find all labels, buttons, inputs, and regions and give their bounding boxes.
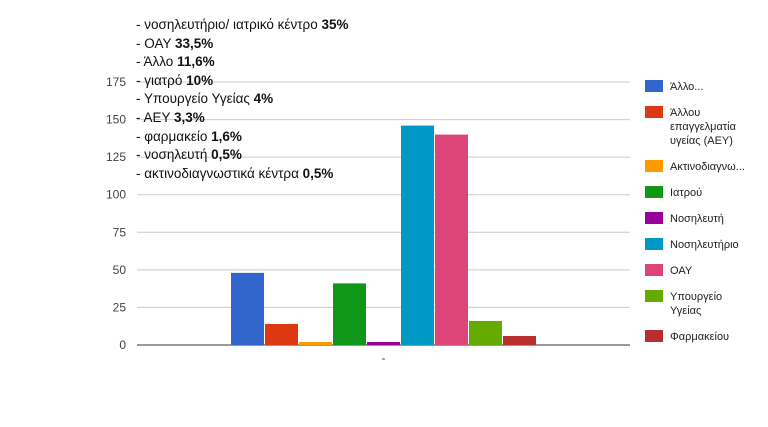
legend-item: Άλλου επαγγελματία υγείας (ΑΕΥ)	[645, 106, 737, 147]
annotation-item: - νοσηλευτήριο/ ιατρικό κέντρο 35%	[136, 16, 349, 35]
annotation-label: - ΟΑΥ	[136, 35, 176, 51]
grid-lines	[137, 81, 630, 346]
legend: Άλλο... Άλλου επαγγελματία υγείας (ΑΕΥ) Ακτι…	[645, 80, 745, 343]
annotation-item: - Άλλο 11,6%	[136, 53, 349, 72]
legend-swatch	[645, 290, 663, 302]
x-axis-tick-labels: -	[382, 351, 386, 365]
annotation-value: 33,5%	[175, 35, 214, 51]
annotation-item: - ακτινοδιαγνωστικά κέντρα 0,5%	[136, 165, 349, 184]
annotation-value: 0,5%	[302, 165, 334, 181]
annotation-item: - ΑΕΥ 3,3%	[136, 109, 349, 128]
y-tick-label: 75	[113, 225, 127, 239]
bar	[231, 272, 264, 345]
bar	[299, 341, 332, 345]
annotation-item: - Υπουργείο Υγείας 4%	[136, 90, 349, 109]
y-tick-label: 150	[106, 113, 126, 127]
legend-item: Νοσηλευτή	[645, 212, 724, 225]
annotation-item: - φαρμακείο 1,6%	[136, 128, 349, 147]
annotation-label: - φαρμακείο	[136, 128, 212, 144]
bar	[367, 341, 400, 345]
legend-item: Φαρμακείου	[645, 330, 729, 343]
annotation-label: - Άλλο	[136, 54, 178, 70]
legend-label: Νοσηλευτή	[670, 213, 724, 225]
annotation-label: - νοσηλευτή	[136, 147, 212, 163]
annotation-item: - ΟΑΥ 33,5%	[136, 35, 349, 54]
y-tick-label: 50	[113, 263, 127, 277]
annotation-value: 11,6%	[177, 54, 215, 70]
x-tick-label: -	[382, 351, 386, 365]
legend-item: Νοσηλευτήριο	[645, 238, 739, 251]
legend-label: Ακτινοδιαγνω...	[670, 161, 745, 173]
legend-label: Ιατρού	[670, 187, 702, 199]
y-tick-label: 25	[113, 300, 127, 314]
y-axis-tick-labels: 0 25 50 75 100 125 150 175	[106, 75, 126, 352]
annotation-value: 4%	[253, 91, 274, 107]
bar	[503, 335, 536, 345]
y-tick-label: 125	[106, 150, 126, 164]
annotation-value: 3,3%	[174, 109, 205, 125]
legend-swatch	[645, 186, 663, 198]
annotation-label: - γιατρό	[136, 72, 187, 88]
legend-swatch	[645, 238, 663, 250]
y-tick-label: 100	[106, 188, 126, 202]
legend-item: ΟΑΥ	[645, 264, 693, 277]
bar	[401, 125, 434, 345]
annotation-value: 35%	[321, 17, 349, 32]
annotation-item: - γιατρό 10%	[136, 72, 349, 91]
legend-swatch	[645, 330, 663, 342]
legend-swatch	[645, 106, 663, 118]
legend-item: Άλλο...	[645, 80, 703, 93]
annotation-value: 0,5%	[211, 147, 242, 163]
bar	[435, 134, 468, 345]
y-tick-label: 0	[119, 338, 126, 352]
legend-swatch	[645, 212, 663, 224]
bar	[333, 283, 366, 345]
legend-item: Ακτινοδιαγνω...	[645, 160, 745, 173]
bar	[469, 320, 502, 345]
bar	[265, 323, 298, 345]
legend-item: Υπουργείο Υγείας	[645, 290, 722, 317]
annotation-item: - νοσηλευτή 0,5%	[136, 146, 349, 165]
bars	[231, 125, 536, 345]
annotation-label: - Υπουργείο Υγείας	[136, 91, 254, 107]
legend-label: Άλλου επαγγελματία υγείας (ΑΕΥ)	[670, 107, 737, 147]
annotation-label: - ΑΕΥ	[136, 109, 175, 125]
legend-item: Ιατρού	[645, 186, 702, 199]
annotation-value: 1,6%	[211, 128, 242, 144]
y-tick-label: 175	[106, 75, 126, 89]
annotation-label: - νοσηλευτήριο/ ιατρικό κέντρο	[136, 17, 322, 32]
legend-swatch	[645, 264, 663, 276]
legend-swatch	[645, 80, 663, 92]
annotation-list: - νοσηλευτήριο/ ιατρικό κέντρο 35% - ΟΑΥ …	[136, 16, 349, 183]
annotation-label: - ακτινοδιαγνωστικά κέντρα	[136, 165, 303, 181]
legend-label: Νοσηλευτήριο	[670, 239, 739, 251]
legend-swatch	[645, 160, 663, 172]
legend-label: Άλλο...	[670, 81, 703, 93]
legend-label: Υπουργείο Υγείας	[670, 291, 722, 317]
legend-label: Φαρμακείου	[670, 331, 729, 343]
legend-label: ΟΑΥ	[670, 265, 693, 277]
annotation-value: 10%	[186, 72, 214, 88]
